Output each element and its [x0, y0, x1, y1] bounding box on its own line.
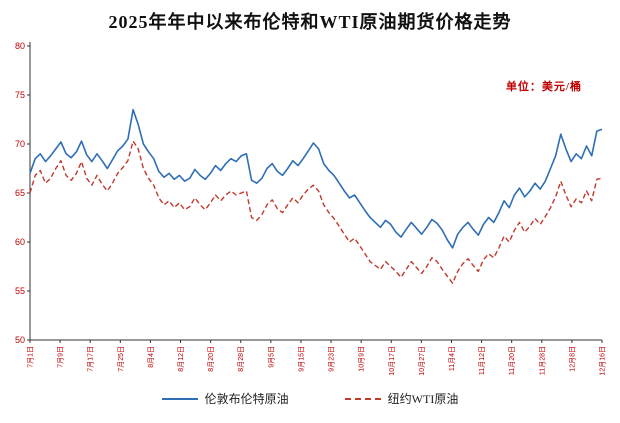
brent-price-line [29, 108, 603, 249]
x-tick-label: 7月9日 [57, 346, 65, 368]
wti-legend-line-icon [344, 397, 381, 400]
x-tick-label: 7月17日 [87, 346, 95, 372]
x-tick-label: 11月4日 [448, 346, 456, 371]
x-tick-label: 8月28日 [237, 346, 245, 372]
wti-legend-label: 纽约WTI原油 [387, 392, 459, 406]
x-tick-label: 9月15日 [297, 346, 305, 372]
y-tick-label: 70 [15, 139, 25, 149]
x-tick-label: 11月20日 [508, 346, 516, 375]
y-tick-label: 80 [15, 41, 25, 51]
x-tick-label: 10月17日 [388, 346, 396, 376]
y-tick-label: 65 [15, 188, 25, 198]
brent-legend-line-icon [161, 397, 198, 400]
chart-title: 2025年年中以来布伦特和WTI原油期货价格走势 [108, 12, 512, 32]
x-tick-label: 8月20日 [207, 346, 215, 372]
x-tick-label: 9月5日 [267, 346, 275, 368]
y-tick-label: 55 [15, 286, 25, 296]
y-tick-label: 60 [15, 237, 25, 247]
x-tick-label: 12月8日 [568, 346, 576, 372]
x-tick-label: 7月25日 [117, 346, 125, 372]
legend-item-brent: 伦敦布伦特原油 [161, 390, 289, 407]
x-tick-label: 10月9日 [358, 346, 366, 372]
chart-legend: 伦敦布伦特原油 纽约WTI原油 [0, 390, 620, 407]
unit-label: 单位：美元/桶 [505, 81, 582, 93]
x-tick-label: 12月16日 [599, 346, 607, 376]
brent-legend-label: 伦敦布伦特原油 [204, 392, 289, 406]
x-tick-label: 8月12日 [177, 346, 185, 372]
y-tick-label: 50 [15, 335, 25, 345]
x-tick-label: 11月12日 [478, 346, 486, 375]
x-tick-label: 9月23日 [328, 346, 336, 372]
wti-price-line [29, 140, 603, 284]
x-tick-label: 8月4日 [147, 346, 155, 368]
x-tick-label: 10月27日 [418, 346, 426, 376]
y-tick-label: 75 [15, 90, 25, 100]
x-tick-label: 7月1日 [27, 346, 35, 368]
legend-item-wti: 纽约WTI原油 [344, 390, 459, 407]
x-tick-label: 11月28日 [538, 346, 546, 375]
